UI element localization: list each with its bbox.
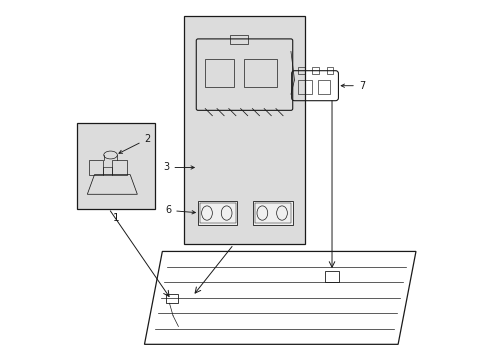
Text: 6: 6 — [165, 205, 195, 215]
Text: 2: 2 — [119, 134, 150, 153]
Bar — [298, 80, 312, 94]
Text: 1: 1 — [112, 213, 119, 223]
Bar — [77, 123, 155, 208]
Bar — [89, 160, 103, 175]
Bar — [183, 16, 305, 244]
Bar — [298, 67, 304, 73]
Bar — [200, 203, 235, 223]
Bar — [112, 160, 126, 175]
Bar — [230, 35, 247, 44]
Text: 5: 5 — [0, 359, 1, 360]
Bar — [103, 167, 112, 175]
Bar — [326, 67, 332, 73]
Bar — [244, 59, 276, 87]
Bar — [312, 67, 318, 73]
Bar — [324, 271, 339, 282]
Text: 3: 3 — [163, 162, 194, 172]
Bar — [255, 203, 290, 223]
Bar — [198, 202, 237, 225]
Bar — [317, 80, 329, 94]
Bar — [165, 294, 178, 303]
Text: 4: 4 — [0, 359, 1, 360]
Text: 7: 7 — [341, 81, 365, 91]
Bar — [205, 59, 233, 87]
Bar — [253, 202, 292, 225]
